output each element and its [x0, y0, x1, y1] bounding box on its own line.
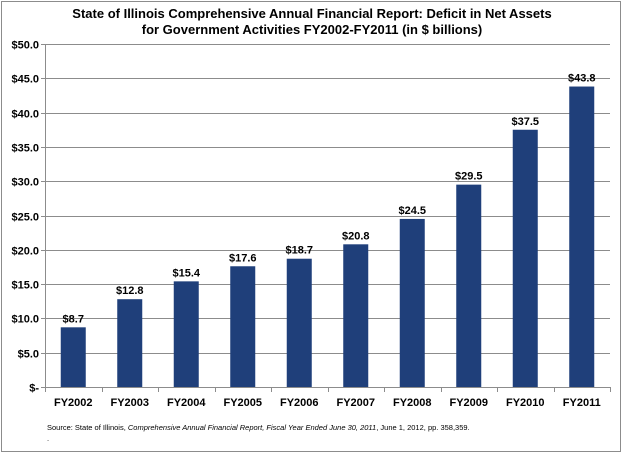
data-label: $12.8 — [116, 285, 144, 297]
source-suffix: , June 1, 2012, pp. 358,359. — [376, 423, 470, 432]
source-prefix: Source: State of Illinois, — [47, 423, 128, 432]
y-tick-label: $5.0 — [18, 349, 39, 361]
labels: $- $5.0 $10.0 $15.0 $20.0 $25.0 $30.0 $35.0 $40.… — [11, 40, 600, 410]
chart-title: State of Illinois Comprehensive Annual F… — [0, 6, 624, 38]
x-category-label: FY2005 — [223, 397, 262, 409]
data-label: $20.8 — [342, 230, 370, 242]
bar-fy2007 — [343, 244, 369, 387]
bar-fy2002 — [60, 327, 86, 387]
data-label: $15.4 — [172, 267, 200, 279]
data-label: $37.5 — [511, 116, 539, 128]
data-label: $18.7 — [285, 245, 313, 257]
x-category-label: FY2010 — [506, 397, 545, 409]
y-tick-label: $35.0 — [11, 143, 39, 155]
bar-fy2005 — [230, 266, 256, 387]
y-tick-label: $20.0 — [11, 246, 39, 258]
y-tick-label: $10.0 — [11, 314, 39, 326]
bar-fy2011 — [569, 86, 595, 388]
chart-title-line-2: for Government Activities FY2002-FY2011 … — [141, 22, 483, 37]
source-note: Source: State of Illinois, Comprehensive… — [47, 423, 470, 432]
bar-fy2006 — [286, 258, 312, 387]
bar-fy2009 — [456, 184, 482, 387]
bar-fy2004 — [173, 281, 199, 387]
x-category-label: FY2011 — [563, 397, 601, 409]
x-category-label: FY2008 — [393, 397, 432, 409]
y-tick-label: $- — [29, 383, 39, 395]
data-label: $8.7 — [63, 313, 84, 325]
x-category-label: FY2006 — [280, 397, 319, 409]
y-tick-label: $15.0 — [11, 280, 39, 292]
bar-fy2010 — [512, 129, 538, 387]
bar-fy2003 — [117, 299, 143, 387]
y-tick-label: $50.0 — [11, 40, 39, 52]
source-trailing-mark: . — [47, 434, 50, 443]
bars — [60, 86, 595, 388]
data-label: $43.8 — [568, 73, 596, 85]
data-label: $29.5 — [455, 171, 483, 183]
x-category-label: FY2004 — [167, 397, 206, 409]
axes — [41, 44, 611, 392]
x-category-label: FY2009 — [449, 397, 488, 409]
y-tick-label: $25.0 — [11, 212, 39, 224]
chart-title-line-1: State of Illinois Comprehensive Annual F… — [72, 6, 552, 21]
y-tick-label: $40.0 — [11, 109, 39, 121]
data-label: $17.6 — [229, 252, 257, 264]
data-label: $24.5 — [398, 205, 426, 217]
x-category-label: FY2002 — [54, 397, 93, 409]
y-tick-label: $30.0 — [11, 177, 39, 189]
bar-fy2008 — [399, 218, 425, 387]
y-tick-label: $45.0 — [11, 74, 39, 86]
x-category-label: FY2003 — [110, 397, 149, 409]
x-category-label: FY2007 — [336, 397, 375, 409]
source-title: Comprehensive Annual Financial Report, F… — [127, 423, 377, 432]
